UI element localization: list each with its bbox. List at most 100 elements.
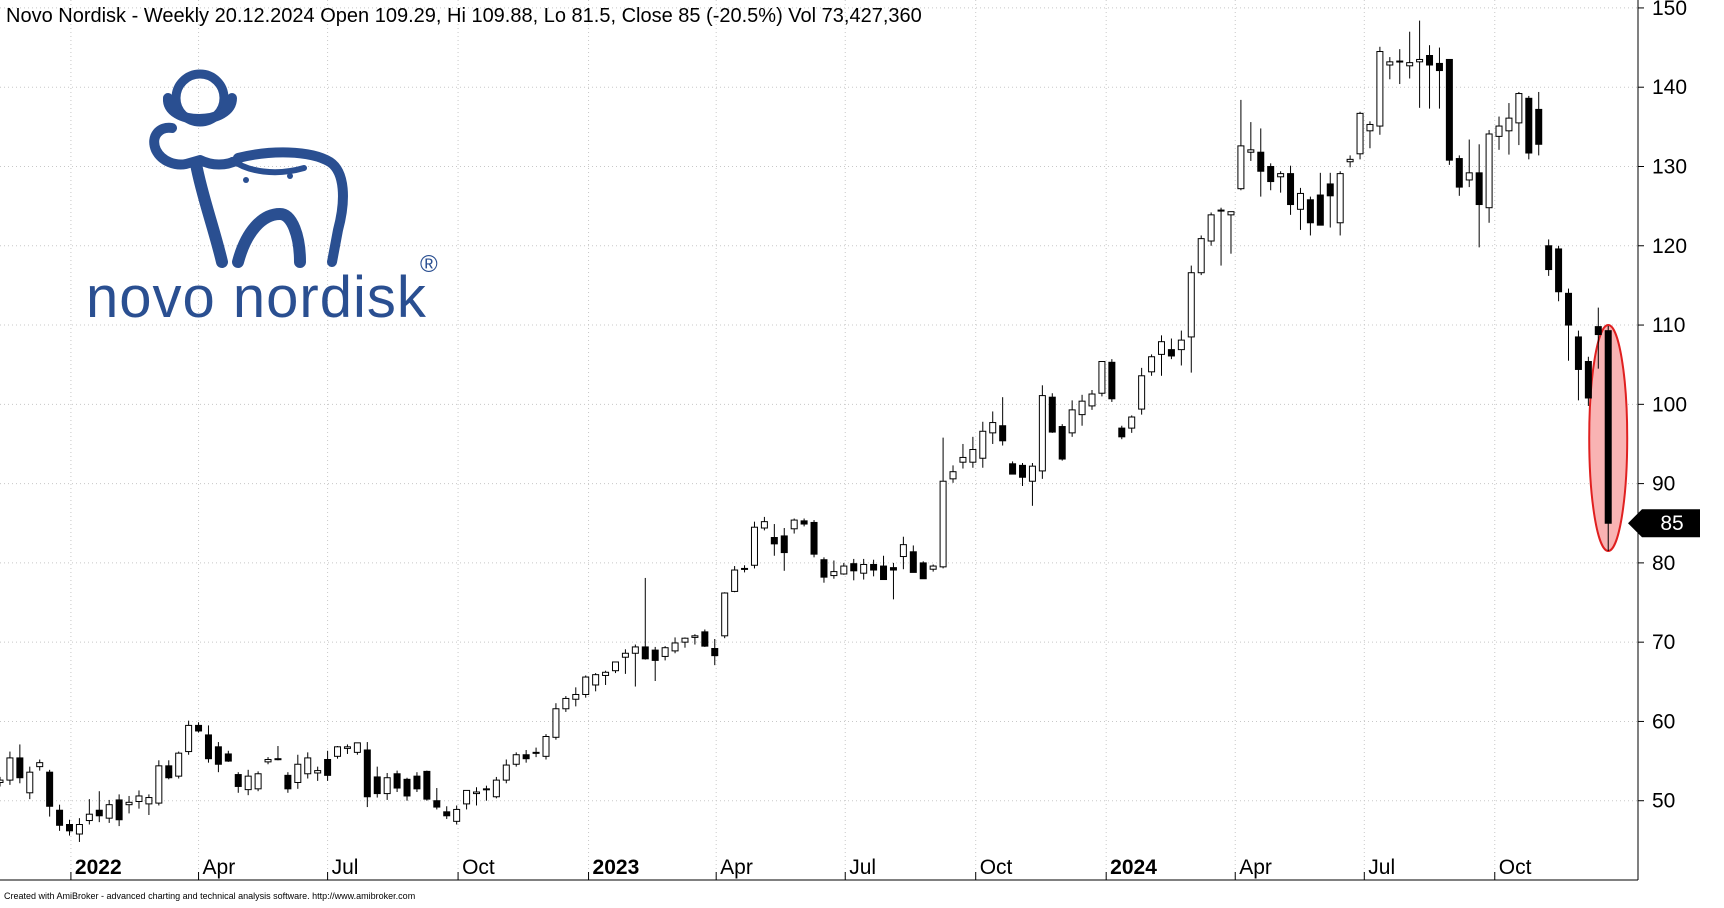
candle-body-down <box>1426 54 1434 66</box>
candle-body-down <box>115 799 123 821</box>
candle-body-down <box>1048 396 1056 433</box>
candle-body-down <box>204 734 212 760</box>
candle-body-up <box>75 824 83 835</box>
candle-body-up <box>1038 395 1046 472</box>
candle-body-down <box>880 565 888 581</box>
candle-body-down <box>889 567 897 571</box>
candle-body-down <box>909 551 917 573</box>
candle-body-up <box>1078 400 1086 416</box>
x-tick-label: 2023 <box>593 856 640 879</box>
candle-body-up <box>1247 149 1255 153</box>
candle-body-down <box>1306 199 1314 224</box>
x-tick-label: 2024 <box>1110 856 1157 879</box>
y-tick-label: 70 <box>1652 631 1675 654</box>
candle-body-up <box>1336 173 1344 224</box>
candle-body-up <box>353 742 361 753</box>
candle-body-up <box>582 676 590 695</box>
candle-body-down <box>423 770 431 800</box>
candle-body-up <box>731 569 739 592</box>
candle-body-up <box>1356 112 1364 155</box>
candle-body-down <box>1604 330 1612 524</box>
candle-body-up <box>562 697 570 710</box>
y-tick-label: 120 <box>1652 235 1687 258</box>
candle-body-down <box>433 800 441 808</box>
candle-body-up <box>254 773 262 790</box>
candle-body-up <box>1138 375 1146 410</box>
candle-body-up <box>949 471 957 480</box>
candle-body-down <box>1545 245 1553 271</box>
candle-body-up <box>1406 62 1414 67</box>
candle-body-down <box>870 563 878 571</box>
candle-body-up <box>304 757 312 775</box>
candle-body-down <box>1058 426 1066 460</box>
candle-body-down <box>780 535 788 554</box>
candle-body-down <box>701 631 709 647</box>
candle-body-up <box>621 652 629 658</box>
candle-body-down <box>1326 183 1334 197</box>
y-tick-label: 80 <box>1652 552 1675 575</box>
chart-title: Novo Nordisk - Weekly 20.12.2024 Open 10… <box>6 5 922 27</box>
y-tick-label: 110 <box>1652 314 1685 337</box>
price-axis: 50 60 70 80 90 100 110 120 130 140 150 <box>1638 0 1687 813</box>
candle-body-down <box>1525 97 1533 154</box>
candle-body-up <box>1148 356 1156 373</box>
candle-body-up <box>1068 409 1076 434</box>
candle-body-down <box>1167 349 1175 357</box>
candle-body-down <box>1118 427 1126 438</box>
candle-body-up <box>979 430 987 459</box>
x-tick-label: 2022 <box>75 856 122 879</box>
candle-body-down <box>393 773 401 789</box>
candle-body-down <box>1455 158 1463 188</box>
x-tick-label: Apr <box>720 856 753 879</box>
candle-body-up <box>85 813 93 822</box>
candle-body-up <box>1128 416 1136 429</box>
y-tick-label: 130 <box>1652 155 1687 178</box>
candle-body-up <box>1495 125 1503 137</box>
candle-body-down <box>234 774 242 787</box>
candle-body-up <box>939 480 947 568</box>
candle-body-up <box>671 642 679 652</box>
candle-body-up <box>1416 58 1424 63</box>
candle-body-down <box>999 425 1007 442</box>
candle-body-up <box>244 775 252 791</box>
candle-body-up <box>959 456 967 463</box>
candle-body-up <box>1088 393 1096 407</box>
candle-body-down <box>403 778 411 797</box>
candle-body-up <box>274 758 282 761</box>
candle-body-down <box>1287 173 1295 206</box>
candle-body-up <box>463 789 471 805</box>
candle-body-up <box>860 563 868 574</box>
candle-body-down <box>1584 361 1592 399</box>
candle-body-up <box>661 647 669 657</box>
candle-body-up <box>989 422 997 434</box>
candle-body-up <box>155 765 163 804</box>
candle-body-down <box>800 520 808 525</box>
candle-body-up <box>790 519 798 530</box>
x-tick-label: Oct <box>462 856 495 879</box>
candle-body-down <box>1108 361 1116 400</box>
candle-body-up <box>1465 172 1473 181</box>
candle-body-down <box>284 774 292 790</box>
candle-body-up <box>482 788 490 791</box>
candle-body-up <box>741 567 749 570</box>
candle-body-down <box>56 809 64 826</box>
candle-body-up <box>532 751 540 754</box>
candle-body-up <box>1227 211 1235 216</box>
candle-body-down <box>16 757 24 779</box>
candle-body-up <box>542 736 550 757</box>
apis-bull-logo-icon <box>149 69 348 268</box>
candle-body-up <box>343 746 351 749</box>
time-axis: 2022 Apr Jul Oct 2023 Apr Jul Oct 2024 Apr Jul Oct <box>70 856 1532 880</box>
x-tick-label: Jul <box>1368 856 1395 879</box>
candle-body-up <box>1386 61 1394 66</box>
company-logo: novo nordisk ® <box>86 69 438 330</box>
candle-body-down <box>443 811 451 817</box>
candle-body-up <box>26 771 34 794</box>
candle-body-up <box>760 521 768 529</box>
candle-body-up <box>1177 339 1185 351</box>
candle-body-down <box>1594 326 1602 336</box>
candle-body-up <box>314 770 322 774</box>
candle-body-down <box>850 563 858 572</box>
candle-body-up <box>1346 158 1354 163</box>
